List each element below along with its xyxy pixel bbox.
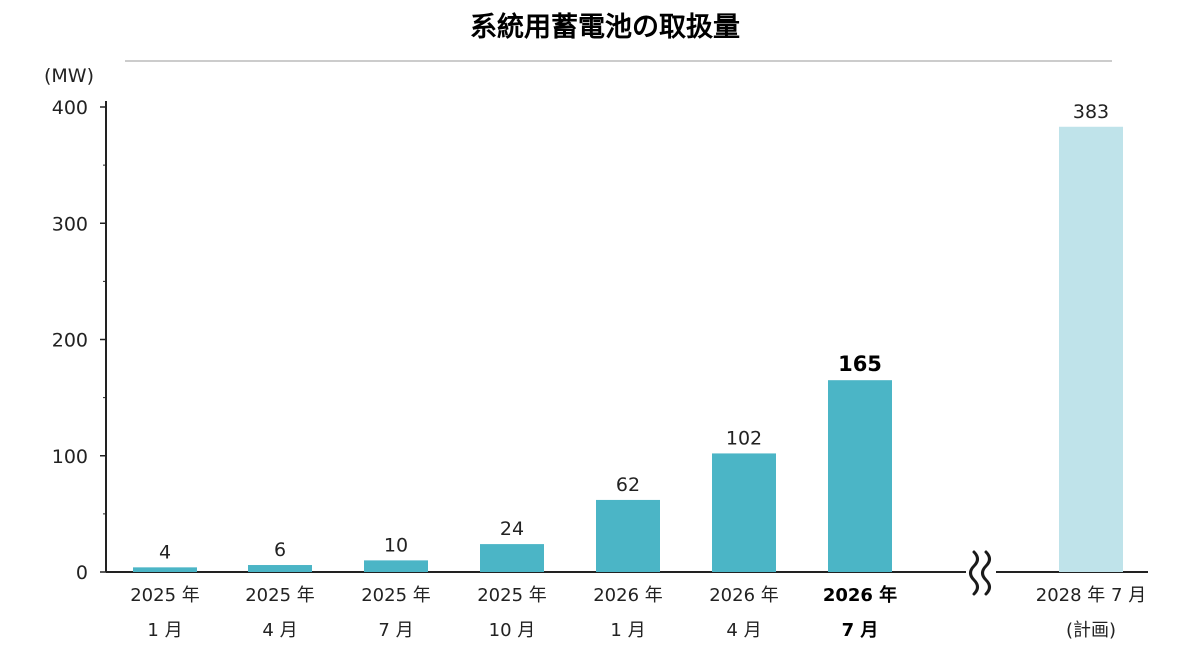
bar — [364, 560, 428, 572]
x-tick-label: 2025 年 — [245, 585, 315, 606]
bar — [1059, 126, 1123, 572]
bar — [248, 565, 312, 572]
value-labels: 4 6 10 24 62 102 165 383 — [159, 101, 1109, 564]
x-tick-label: (計画) — [1066, 620, 1116, 641]
data-label: 4 — [159, 541, 171, 563]
axis-break-line — [969, 550, 979, 596]
x-tick-label: 4 月 — [262, 620, 297, 641]
x-axis-labels: 2025 年 1 月 2025 年 4 月 2025 年 7 月 2025 年 10 月 202… — [130, 584, 1146, 641]
y-tick-label: 0 — [76, 562, 88, 584]
x-tick-label: 4 月 — [726, 620, 761, 641]
data-label: 383 — [1073, 101, 1109, 123]
data-label: 62 — [616, 474, 640, 496]
data-label: 6 — [274, 539, 286, 561]
bar — [596, 499, 660, 572]
bar — [712, 453, 776, 572]
y-tick-label: 400 — [52, 97, 88, 119]
y-tick-label: 200 — [52, 330, 88, 352]
x-tick-label: 2025 年 — [361, 585, 431, 606]
data-label: 102 — [726, 427, 762, 449]
x-tick-label: 2028 年 7 月 — [1036, 585, 1146, 606]
x-tick-label: 1 月 — [147, 620, 182, 641]
axis-break-icon — [966, 550, 996, 596]
bar — [133, 567, 197, 572]
axis-break-line — [981, 550, 991, 596]
x-tick-label: 2026 年 — [709, 585, 779, 606]
chart-title: 系統用蓄電池の取扱量 — [470, 11, 740, 43]
data-label: 24 — [500, 518, 524, 540]
y-unit-label: (MW) — [44, 65, 94, 87]
x-tick-label: 10 月 — [489, 620, 536, 641]
bar — [828, 380, 892, 572]
x-tick-label: 2026 年 — [593, 585, 663, 606]
y-tick-label: 300 — [52, 213, 88, 235]
x-tick-label: 2026 年 — [823, 584, 897, 606]
x-tick-label: 2025 年 — [477, 585, 547, 606]
bars — [133, 126, 1123, 572]
data-label: 165 — [838, 352, 882, 376]
x-tick-label: 2025 年 — [130, 585, 200, 606]
bar — [480, 544, 544, 572]
x-tick-label: 7 月 — [378, 620, 413, 641]
x-tick-label: 7 月 — [842, 620, 879, 641]
y-tick-label: 100 — [52, 446, 88, 468]
x-tick-label: 1 月 — [610, 620, 645, 641]
data-label: 10 — [384, 534, 408, 556]
